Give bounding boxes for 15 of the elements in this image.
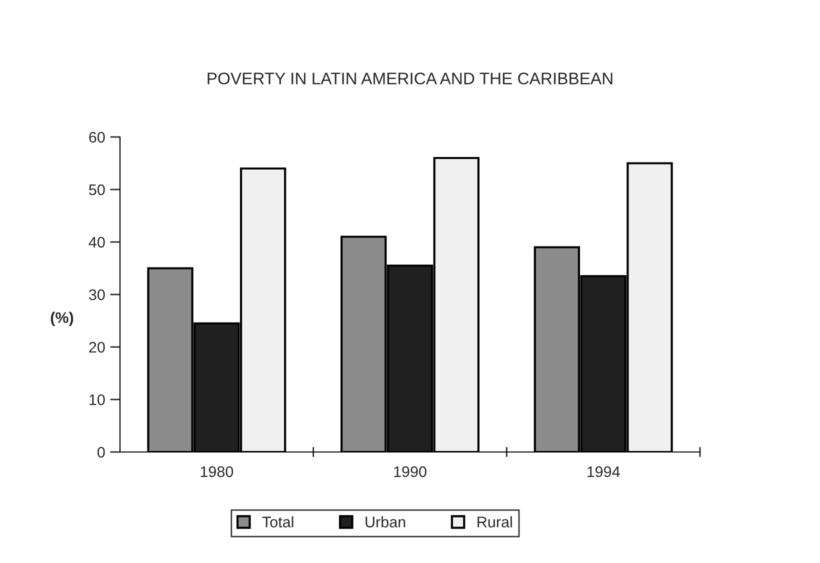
y-tick-label: 10 [90, 394, 105, 406]
y-tick-label: 30 [89, 289, 105, 300]
y-tick-label: 40 [88, 236, 105, 248]
y-tick-label: 20 [89, 342, 105, 353]
y-tick-label: 50 [89, 184, 105, 196]
x-tick-label: 1990 [394, 466, 426, 478]
y-tick-label: 0 [98, 446, 105, 458]
chart-title: POVERTY IN LATIN AMERICA AND THE CARIBBEAN [208, 72, 612, 84]
legend-label: Rural [478, 516, 512, 528]
y-tick-label: 60 [89, 132, 105, 143]
y-axis-title: (%) [50, 312, 74, 326]
legend-label: Total [262, 516, 294, 528]
legend-label: Urban [366, 516, 406, 528]
x-tick-label: 1980 [200, 466, 234, 478]
x-tick-label: 1994 [588, 466, 620, 478]
